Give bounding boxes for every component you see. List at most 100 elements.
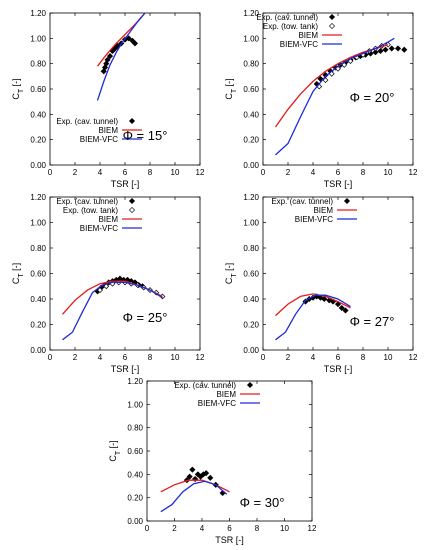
legend-label: BIEM bbox=[216, 390, 236, 399]
data-point-filled bbox=[401, 46, 408, 53]
legend-label: Exp. (cav. tunnel) bbox=[56, 197, 118, 206]
x-tick-label: 2 bbox=[73, 353, 78, 362]
y-tick-label: 0.60 bbox=[243, 270, 259, 279]
data-point-filled bbox=[388, 45, 395, 52]
x-tick-label: 12 bbox=[196, 353, 205, 362]
y-axis-label-sub: T bbox=[18, 88, 25, 93]
y-tick-label: 0.00 bbox=[30, 346, 46, 355]
legend-label: Exp. (cav. tunnel) bbox=[256, 13, 318, 22]
y-axis-label-unit: [-] bbox=[108, 440, 118, 451]
data-point-filled bbox=[382, 46, 389, 53]
x-tick-label: 6 bbox=[336, 353, 341, 362]
y-tick-label: 0.20 bbox=[127, 494, 143, 503]
y-tick-label: 0.60 bbox=[30, 270, 46, 279]
y-axis-label-sub: T bbox=[231, 273, 238, 278]
legend-label: Exp. (cav. tunnel) bbox=[271, 197, 333, 206]
y-axis-label-sub: T bbox=[115, 450, 122, 455]
y-tick-label: 0.40 bbox=[127, 470, 143, 479]
phi-label: Φ = 15° bbox=[123, 128, 168, 143]
x-tick-label: 8 bbox=[361, 168, 366, 177]
phi-label: Φ = 27° bbox=[350, 314, 395, 329]
data-layer bbox=[160, 466, 230, 513]
data-point-filled bbox=[207, 474, 214, 481]
x-tick-label: 0 bbox=[145, 524, 150, 533]
legend-swatch-marker bbox=[328, 22, 336, 30]
chart-panel-5: 0 2 4 6 8 10 12 0.00 0.20 0.40 0.60 0.80 1.00 1.20 TSR… bbox=[108, 377, 317, 545]
y-axis-label: CT [-] bbox=[224, 263, 238, 284]
x-tick-label: 2 bbox=[73, 168, 78, 177]
legend-label: Exp. (cav. tunnel) bbox=[56, 117, 118, 126]
y-tick-label: 0.80 bbox=[127, 424, 143, 433]
data-point-filled bbox=[342, 307, 349, 314]
legend-label: BIEM bbox=[313, 206, 333, 215]
y-tick-label: 0.20 bbox=[243, 136, 259, 145]
legend-label: BIEM-VFC bbox=[80, 224, 118, 233]
data-layer bbox=[62, 275, 166, 341]
y-axis-label-main: C bbox=[108, 455, 118, 462]
data-point-open bbox=[322, 77, 329, 84]
chart-panel-2: 0 2 4 6 8 10 12 0.00 0.20 0.40 0.60 0.80 1.00 1.20 TSR… bbox=[224, 9, 418, 189]
y-tick-label: 0.60 bbox=[127, 447, 143, 456]
data-point-filled bbox=[338, 304, 345, 312]
x-tick-label: 8 bbox=[255, 524, 260, 533]
legend-label: BIEM-VFC bbox=[295, 215, 333, 224]
data-point-open bbox=[385, 41, 391, 48]
y-axis-label-unit: [-] bbox=[11, 78, 21, 89]
x-tick-label: 12 bbox=[308, 524, 317, 533]
data-point-filled bbox=[189, 466, 196, 473]
x-tick-label: 2 bbox=[286, 353, 291, 362]
data-point-filled bbox=[321, 295, 328, 303]
data-point-filled bbox=[125, 35, 132, 42]
x-tick-label: 8 bbox=[148, 353, 153, 362]
y-axis-label-sub: T bbox=[18, 273, 25, 278]
x-tick-label: 12 bbox=[409, 168, 418, 177]
y-tick-label: 0.80 bbox=[30, 60, 46, 69]
data-point-filled bbox=[377, 47, 384, 55]
chart-panel-3: 0 2 4 6 8 10 12 0.00 0.20 0.40 0.60 0.80 1.00 1.20 TSR… bbox=[11, 193, 205, 374]
y-axis-label: CT [-] bbox=[224, 78, 238, 99]
legend-label: Exp. (cav. tunnel) bbox=[174, 381, 236, 390]
legend-label: BIEM-VFC bbox=[280, 40, 318, 49]
legend-label: Exp. (tow. tank) bbox=[263, 22, 318, 31]
legend-swatch-marker bbox=[128, 117, 136, 125]
x-axis-label: TSR [-] bbox=[111, 364, 140, 374]
y-tick-label: 1.00 bbox=[243, 34, 259, 43]
y-axis-label-main: C bbox=[224, 277, 234, 284]
x-tick-label: 4 bbox=[311, 353, 316, 362]
x-tick-label: 8 bbox=[361, 353, 366, 362]
phi-label: Φ = 25° bbox=[123, 310, 168, 325]
plot-frame bbox=[49, 196, 201, 351]
x-axis-label: TSR [-] bbox=[324, 364, 353, 374]
x-tick-label: 12 bbox=[196, 168, 205, 177]
y-tick-label: 0.80 bbox=[30, 244, 46, 253]
x-tick-label: 2 bbox=[172, 524, 177, 533]
x-tick-label: 6 bbox=[123, 353, 128, 362]
legend-label: BIEM-VFC bbox=[80, 135, 118, 144]
x-tick-label: 10 bbox=[384, 353, 393, 362]
x-tick-label: 10 bbox=[280, 524, 289, 533]
y-axis-label-main: C bbox=[11, 93, 21, 100]
legend-label: BIEM bbox=[298, 31, 318, 40]
chart-panel-1: 0 2 4 6 8 10 12 0.00 0.20 0.40 0.60 0.80 1.00 1.20 TSR… bbox=[11, 9, 205, 189]
y-tick-label: 0.80 bbox=[243, 244, 259, 253]
chart-panel-4: 0 2 4 6 8 10 12 0.00 0.20 0.40 0.60 0.80 1.00 1.20 TSR… bbox=[224, 193, 418, 374]
y-tick-label: 0.20 bbox=[30, 136, 46, 145]
y-tick-label: 1.20 bbox=[243, 9, 259, 18]
x-tick-label: 4 bbox=[98, 353, 103, 362]
legend-label: Exp. (tow. tank) bbox=[63, 206, 118, 215]
y-tick-label: 0.40 bbox=[30, 295, 46, 304]
plot-frame bbox=[262, 12, 414, 166]
x-tick-label: 0 bbox=[48, 353, 53, 362]
data-point-filled bbox=[202, 470, 210, 477]
y-tick-label: 0.60 bbox=[30, 85, 46, 94]
x-tick-label: 4 bbox=[311, 168, 316, 177]
data-layer bbox=[274, 37, 408, 156]
y-tick-label: 0.40 bbox=[30, 110, 46, 119]
phi-label: Φ = 20° bbox=[350, 90, 395, 105]
x-tick-label: 0 bbox=[48, 168, 53, 177]
y-tick-label: 0.00 bbox=[30, 161, 46, 170]
data-point-filled bbox=[104, 56, 111, 64]
y-tick-label: 0.00 bbox=[243, 161, 259, 170]
data-layer bbox=[96, 13, 146, 101]
